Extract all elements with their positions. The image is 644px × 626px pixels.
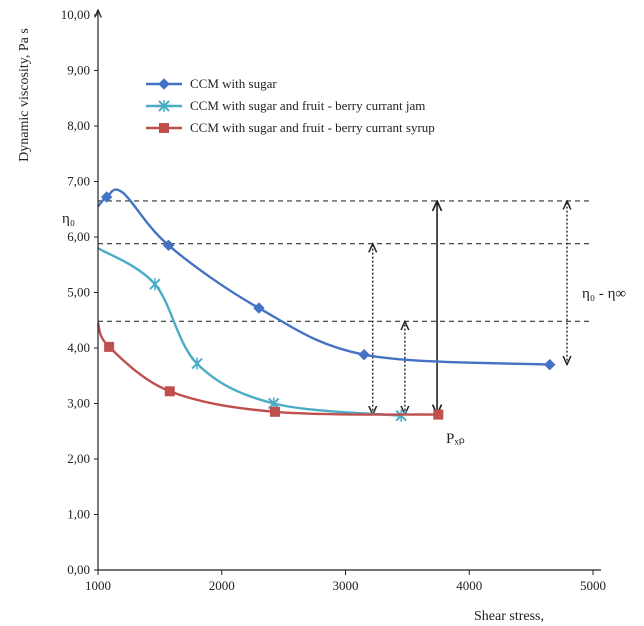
y-tick-label: 1,00 (67, 507, 90, 522)
series-line (97, 188, 550, 366)
series-3 (96, 322, 444, 420)
y-tick-label: 8,00 (67, 118, 90, 133)
data-point (100, 191, 113, 203)
x-tick-label: 5000 (580, 578, 606, 593)
data-point (164, 386, 175, 397)
y-tick-label: 6,00 (67, 229, 90, 244)
data-point (162, 239, 175, 252)
data-point (358, 348, 370, 361)
data-point (104, 341, 115, 352)
data-point (253, 302, 265, 314)
legend-label: CCM with sugar and fruit - berry currant… (190, 98, 425, 113)
annotation-label: η₀ (62, 211, 75, 227)
y-tick-label: 5,00 (67, 285, 90, 300)
x-tick-label: 3000 (333, 578, 359, 593)
series-2 (97, 247, 407, 422)
x-tick-label: 2000 (209, 578, 235, 593)
data-point (149, 278, 161, 291)
legend-swatch-marker (158, 78, 170, 90)
data-point (543, 358, 556, 371)
annotation-label: η₀ - η∞ (582, 286, 626, 302)
legend-label: CCM with sugar and fruit - berry currant… (190, 120, 435, 135)
y-tick-label: 0,00 (67, 562, 90, 577)
y-axis-title: Dynamic viscosity, Pa s (17, 28, 32, 162)
legend-swatch-marker (159, 123, 169, 133)
data-point (269, 406, 280, 417)
y-tick-label: 10,00 (61, 7, 90, 22)
annotation-label: Pₓₚ (446, 431, 465, 447)
x-tick-label: 1000 (85, 578, 111, 593)
series-layer (96, 188, 556, 422)
series-line (97, 247, 402, 417)
y-tick-label: 2,00 (67, 451, 90, 466)
axes: 0,00 1,00 2,00 3,00 4,00 5,00 6,00 7,00 8,00 9,00… (61, 7, 606, 593)
data-point (433, 409, 444, 420)
y-tick-label: 7,00 (67, 174, 90, 189)
data-point (191, 357, 203, 370)
reference-lines (98, 200, 590, 322)
series-1 (97, 188, 556, 371)
y-tick-label: 4,00 (67, 340, 90, 355)
range-arrows (373, 201, 567, 415)
legend-label: CCM with sugar (190, 76, 277, 91)
x-tick-label: 4000 (456, 578, 482, 593)
y-tick-label: 9,00 (67, 63, 90, 78)
annotations: η₀ η₀ - η∞ Pₓₚ (62, 211, 626, 447)
legend-swatch-marker (158, 100, 170, 112)
legend: CCM with sugar CCM with sugar and fruit -… (146, 76, 435, 135)
y-tick-label: 3,00 (67, 396, 90, 411)
x-axis-title: Shear stress, (474, 609, 544, 624)
